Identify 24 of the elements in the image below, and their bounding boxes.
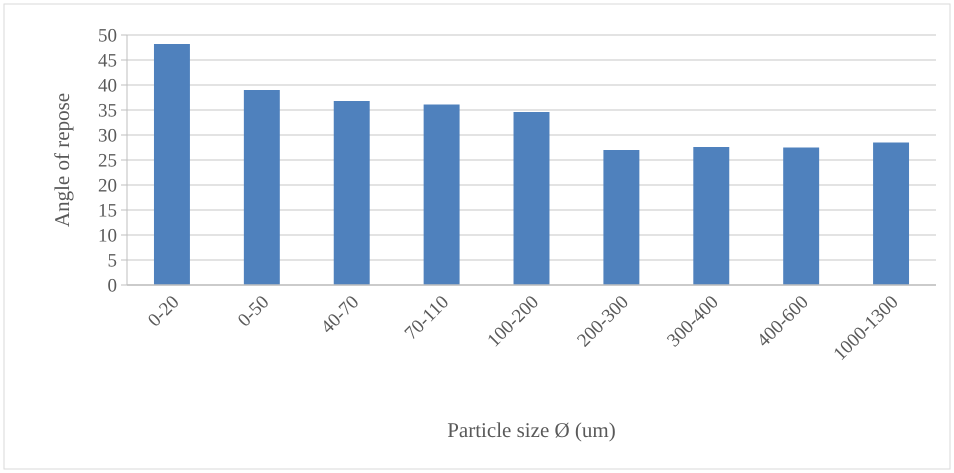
bar	[873, 142, 910, 285]
bar	[334, 101, 370, 285]
y-tick-label: 50	[98, 26, 117, 47]
bar	[244, 90, 280, 285]
y-tick-label: 10	[98, 226, 117, 247]
y-tick-label: 25	[98, 150, 117, 172]
x-axis-title: Particle size Ø (um)	[447, 418, 616, 442]
bar	[783, 148, 820, 285]
bar	[603, 150, 640, 285]
x-tick-label: 0-20	[144, 292, 184, 332]
y-tick-label: 0	[108, 276, 117, 297]
bar	[154, 44, 190, 285]
bar	[514, 112, 550, 285]
y-tick-label: 20	[98, 176, 117, 197]
x-tick-label: 0-50	[234, 292, 274, 332]
y-tick-label: 40	[98, 76, 117, 97]
bar	[424, 104, 460, 285]
y-tick-label: 45	[98, 50, 117, 72]
y-axis-title: Angle of repose	[50, 92, 74, 228]
y-tick-label: 5	[108, 250, 117, 272]
y-tick-label: 30	[98, 126, 117, 147]
y-tick-label: 35	[98, 100, 117, 122]
bar	[693, 147, 730, 285]
y-tick-label: 15	[98, 200, 117, 222]
